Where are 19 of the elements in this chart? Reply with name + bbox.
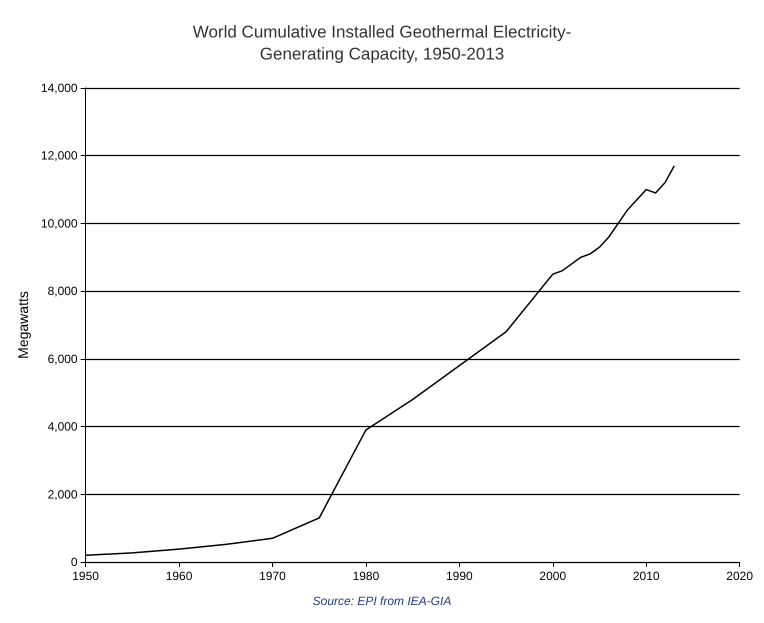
- x-tick-label: 2020: [726, 569, 754, 583]
- y-axis-title: Megawatts: [15, 291, 31, 359]
- x-tick-label: 1990: [446, 569, 474, 583]
- x-tick-label: 1950: [72, 569, 100, 583]
- y-tick-label: 14,000: [40, 81, 78, 95]
- y-tick-label: 8,000: [48, 284, 78, 298]
- chart-title: World Cumulative Installed Geothermal Electricity- Generating Capacity, 1950-2013: [192, 22, 572, 64]
- y-tick-label: 0: [70, 555, 78, 569]
- x-tick-label: 1960: [166, 569, 193, 583]
- x-tick-label: 1970: [259, 569, 286, 583]
- y-tick-label: 4,000: [48, 420, 78, 434]
- x-tick-label: 2010: [632, 569, 660, 583]
- y-tick-label: 2,000: [48, 487, 78, 502]
- x-tick-label: 1980: [352, 569, 380, 583]
- y-tick-label: 6,000: [48, 352, 78, 366]
- y-tick-label: 12,000: [40, 148, 78, 163]
- x-tick-label: 2000: [539, 569, 566, 583]
- source-note: Source: EPI from IEA-GIA: [312, 594, 452, 608]
- y-tick-label: 10,000: [40, 216, 78, 230]
